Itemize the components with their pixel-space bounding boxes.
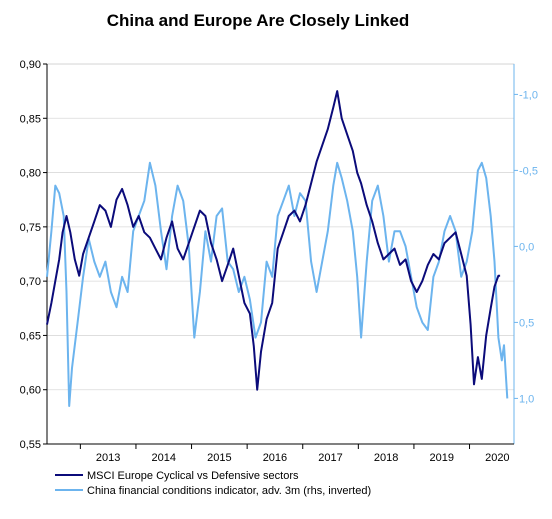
plot-area [46,63,515,445]
left-axis-ticks: 0,55 0,60 0,65 0,70 0,75 0,80 0,85 0,90 [20,59,47,451]
left-tick-label: 0,85 [20,113,41,125]
x-tick-label: 2019 [429,452,453,464]
left-tick-label: 0,55 [20,439,41,451]
right-tick-label: 1,0 [519,393,534,405]
right-tick-label: 0,5 [519,317,534,329]
legend-label-china: China financial conditions indicator, ad… [87,485,371,497]
left-tick-label: 0,90 [20,59,41,71]
right-tick-label: 0,0 [519,241,534,253]
gridlines [47,63,514,445]
left-tick-label: 0,80 [20,168,41,180]
left-tick-label: 0,60 [20,385,41,397]
left-tick-label: 0,65 [20,330,41,342]
series-layer [46,90,509,407]
x-tick-label: 2018 [374,452,398,464]
x-tick-label: 2020 [485,452,509,464]
x-tick-label: 2015 [207,452,231,464]
legend: MSCI Europe Cyclical vs Defensive sector… [55,470,371,497]
x-tick-label: 2014 [152,452,176,464]
x-tick-label: 2017 [318,452,342,464]
legend-label-msci: MSCI Europe Cyclical vs Defensive sector… [87,470,299,482]
right-axis-ticks: -1,0 -0,5 0,0 0,5 1,0 [514,89,538,405]
left-tick-label: 0,75 [20,222,41,234]
x-tick-label: 2013 [96,452,120,464]
x-axis-ticks: 2013 2014 2015 2016 2017 2018 2019 2020 [79,444,510,464]
right-tick-label: -0,5 [519,165,538,177]
right-tick-label: -1,0 [519,89,538,101]
x-tick-label: 2016 [263,452,287,464]
left-tick-label: 0,70 [20,276,41,288]
series-line-msci [46,90,501,391]
chart-title: China and Europe Are Closely Linked [107,11,410,30]
